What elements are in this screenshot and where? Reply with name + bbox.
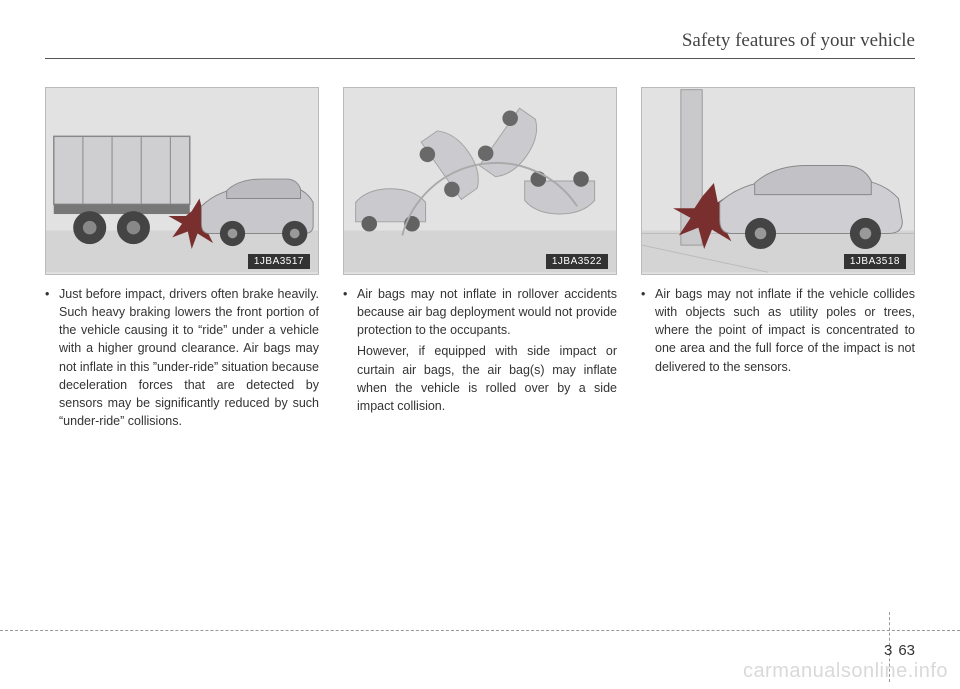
figure-label: 1JBA3517 [248,254,310,269]
section-number: 3 [884,642,892,659]
bullet-text: Air bags may not inflate if the vehicle … [641,285,915,376]
paragraph: However, if equipped with side impact or… [357,342,617,415]
columns-container: 1JBA3517 Just before impact, drivers oft… [45,87,915,430]
figure-underride: 1JBA3517 [45,87,319,275]
page-header: Safety features of your vehicle [45,30,915,59]
paragraph: Air bags may not inflate in rollover acc… [357,287,617,337]
manual-page: Safety features of your vehicle [0,0,960,689]
pole-illustration [642,88,914,274]
figure-rollover: 1JBA3522 [343,87,617,275]
column-3: 1JBA3518 Air bags may not inflate if the… [641,87,915,430]
page-number: 3 63 [884,642,915,659]
paragraph: Air bags may not inflate if the vehicle … [655,287,915,374]
figure-label: 1JBA3522 [546,254,608,269]
page-number-value: 63 [898,642,915,659]
bullet-text: Air bags may not inflate in rollover acc… [343,285,617,415]
paragraph: Just before impact, drivers often brake … [59,287,319,428]
figure-pole: 1JBA3518 [641,87,915,275]
column-1: 1JBA3517 Just before impact, drivers oft… [45,87,319,430]
bullet-text: Just before impact, drivers often brake … [45,285,319,430]
underride-illustration [46,88,318,274]
column-2: 1JBA3522 Air bags may not inflate in rol… [343,87,617,430]
dashed-rule-bottom [0,630,960,631]
watermark: carmanualsonline.info [743,660,948,683]
figure-label: 1JBA3518 [844,254,906,269]
header-title: Safety features of your vehicle [682,30,915,51]
rollover-illustration [344,88,616,274]
